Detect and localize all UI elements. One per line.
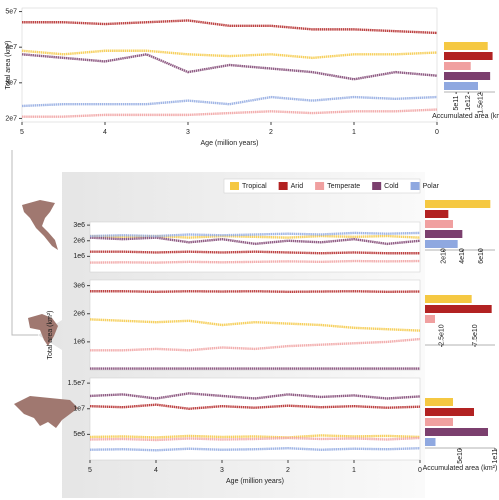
- y-axis-label: Total area (km²): [47, 310, 54, 359]
- bar: [444, 82, 478, 90]
- plot-area: [89, 221, 421, 273]
- plots: 2e7 3e7 4e7 5e7 5 4 3 2 1 0 Age (million years) Tot…: [5, 7, 499, 485]
- x-tick-label: 4: [103, 129, 107, 136]
- x-tick-label: 1: [352, 467, 356, 474]
- connector: [11, 150, 38, 336]
- y-tick-label: 3e7: [5, 80, 17, 87]
- bar: [425, 315, 435, 323]
- legend-swatch: [315, 182, 325, 190]
- bar: [425, 240, 458, 248]
- series-line: [89, 392, 421, 400]
- series-line: [21, 53, 438, 81]
- x-tick-label: 1e11: [492, 448, 499, 463]
- x-tick-label: 2.5e10: [439, 324, 446, 346]
- x-tick-label: 0: [435, 129, 439, 136]
- x-tick-label: 3: [186, 129, 190, 136]
- bar: [425, 438, 436, 446]
- y-tick-label: 5e7: [5, 8, 17, 15]
- series-line: [89, 447, 421, 452]
- y-tick-label: 2e6: [73, 238, 85, 245]
- bar: [425, 305, 492, 313]
- bar: [425, 220, 453, 228]
- y-tick-label: 5e6: [73, 431, 85, 438]
- x-axis-label: Age (million years): [226, 478, 284, 485]
- legend-swatch: [410, 182, 420, 190]
- legend-label: Cold: [384, 183, 399, 190]
- bar: [425, 210, 449, 218]
- x-tick-label: 6e10: [478, 248, 485, 264]
- x-tick-label: 2e10: [441, 248, 448, 264]
- north-america: [22, 200, 58, 250]
- series-line: [89, 434, 421, 439]
- africa: [28, 314, 58, 346]
- y-tick-label: 2e7: [5, 115, 17, 122]
- series-line: [90, 290, 421, 294]
- bar: [425, 295, 472, 303]
- series-line: [89, 436, 421, 442]
- bar: [425, 230, 463, 238]
- series-line: [21, 49, 438, 60]
- bar: [425, 200, 491, 208]
- x-tick-label: 1.5e12: [477, 92, 484, 114]
- bar: [444, 52, 493, 60]
- legend-label: Temperate: [327, 183, 360, 190]
- plot-area: [89, 279, 421, 371]
- x-tick-label: 4: [154, 467, 158, 474]
- series-line: [21, 95, 438, 108]
- y-tick-label: 3e6: [73, 222, 85, 229]
- legend-swatch: [230, 182, 239, 190]
- x-tick-label: 1e12: [465, 95, 472, 111]
- bar: [444, 42, 488, 50]
- bar: [425, 408, 474, 416]
- y-axis-label: Total area (km²): [5, 40, 12, 89]
- y-tick-label: 2e6: [73, 311, 85, 318]
- series-line: [22, 19, 438, 35]
- x-tick-label: 5: [88, 467, 92, 474]
- legend-label: Polar: [423, 183, 440, 190]
- legend-label: Arid: [291, 183, 304, 190]
- bar: [425, 428, 488, 436]
- series-line: [89, 231, 421, 238]
- y-tick-label: 1e6: [73, 253, 85, 260]
- x-tick-label: 2: [269, 129, 273, 136]
- legend-swatch: [372, 182, 382, 190]
- x-tick-label: 3: [220, 467, 224, 474]
- y-tick-label: 1e7: [73, 406, 85, 413]
- bar: [425, 418, 453, 426]
- y-tick-label: 1e6: [73, 339, 85, 346]
- series-line: [89, 403, 421, 410]
- x-tick-label: 5e10: [457, 448, 464, 464]
- x-tick-label: 5: [20, 129, 24, 136]
- x-tick-label: 5e11: [453, 95, 460, 110]
- y-tick-label: 3e6: [73, 282, 85, 289]
- x-axis-label: Accumulated area (km²): [423, 465, 498, 472]
- x-tick-label: 4e10: [459, 248, 466, 264]
- series-line: [90, 337, 421, 352]
- series-line: [89, 236, 421, 246]
- plot-area: [89, 377, 421, 461]
- series-line: [90, 250, 420, 255]
- y-tick-label: 1.5e7: [67, 380, 85, 387]
- bar: [444, 72, 491, 80]
- bar: [444, 62, 471, 70]
- x-axis-label: Age (million years): [201, 140, 259, 147]
- eurasia: [14, 396, 78, 428]
- x-tick-label: 2: [286, 467, 290, 474]
- y-tick-label: 4e7: [5, 44, 17, 51]
- bar: [425, 398, 453, 406]
- x-tick-label: 1: [352, 129, 356, 136]
- x-axis-label: Accumulated area (km²): [432, 113, 499, 120]
- legend-swatch: [278, 182, 288, 190]
- x-tick-label: 7.5e10: [472, 324, 479, 346]
- series-line: [89, 259, 421, 264]
- legend-label: Tropical: [242, 183, 267, 190]
- x-tick-label: 0: [418, 467, 422, 474]
- series-line: [89, 318, 421, 332]
